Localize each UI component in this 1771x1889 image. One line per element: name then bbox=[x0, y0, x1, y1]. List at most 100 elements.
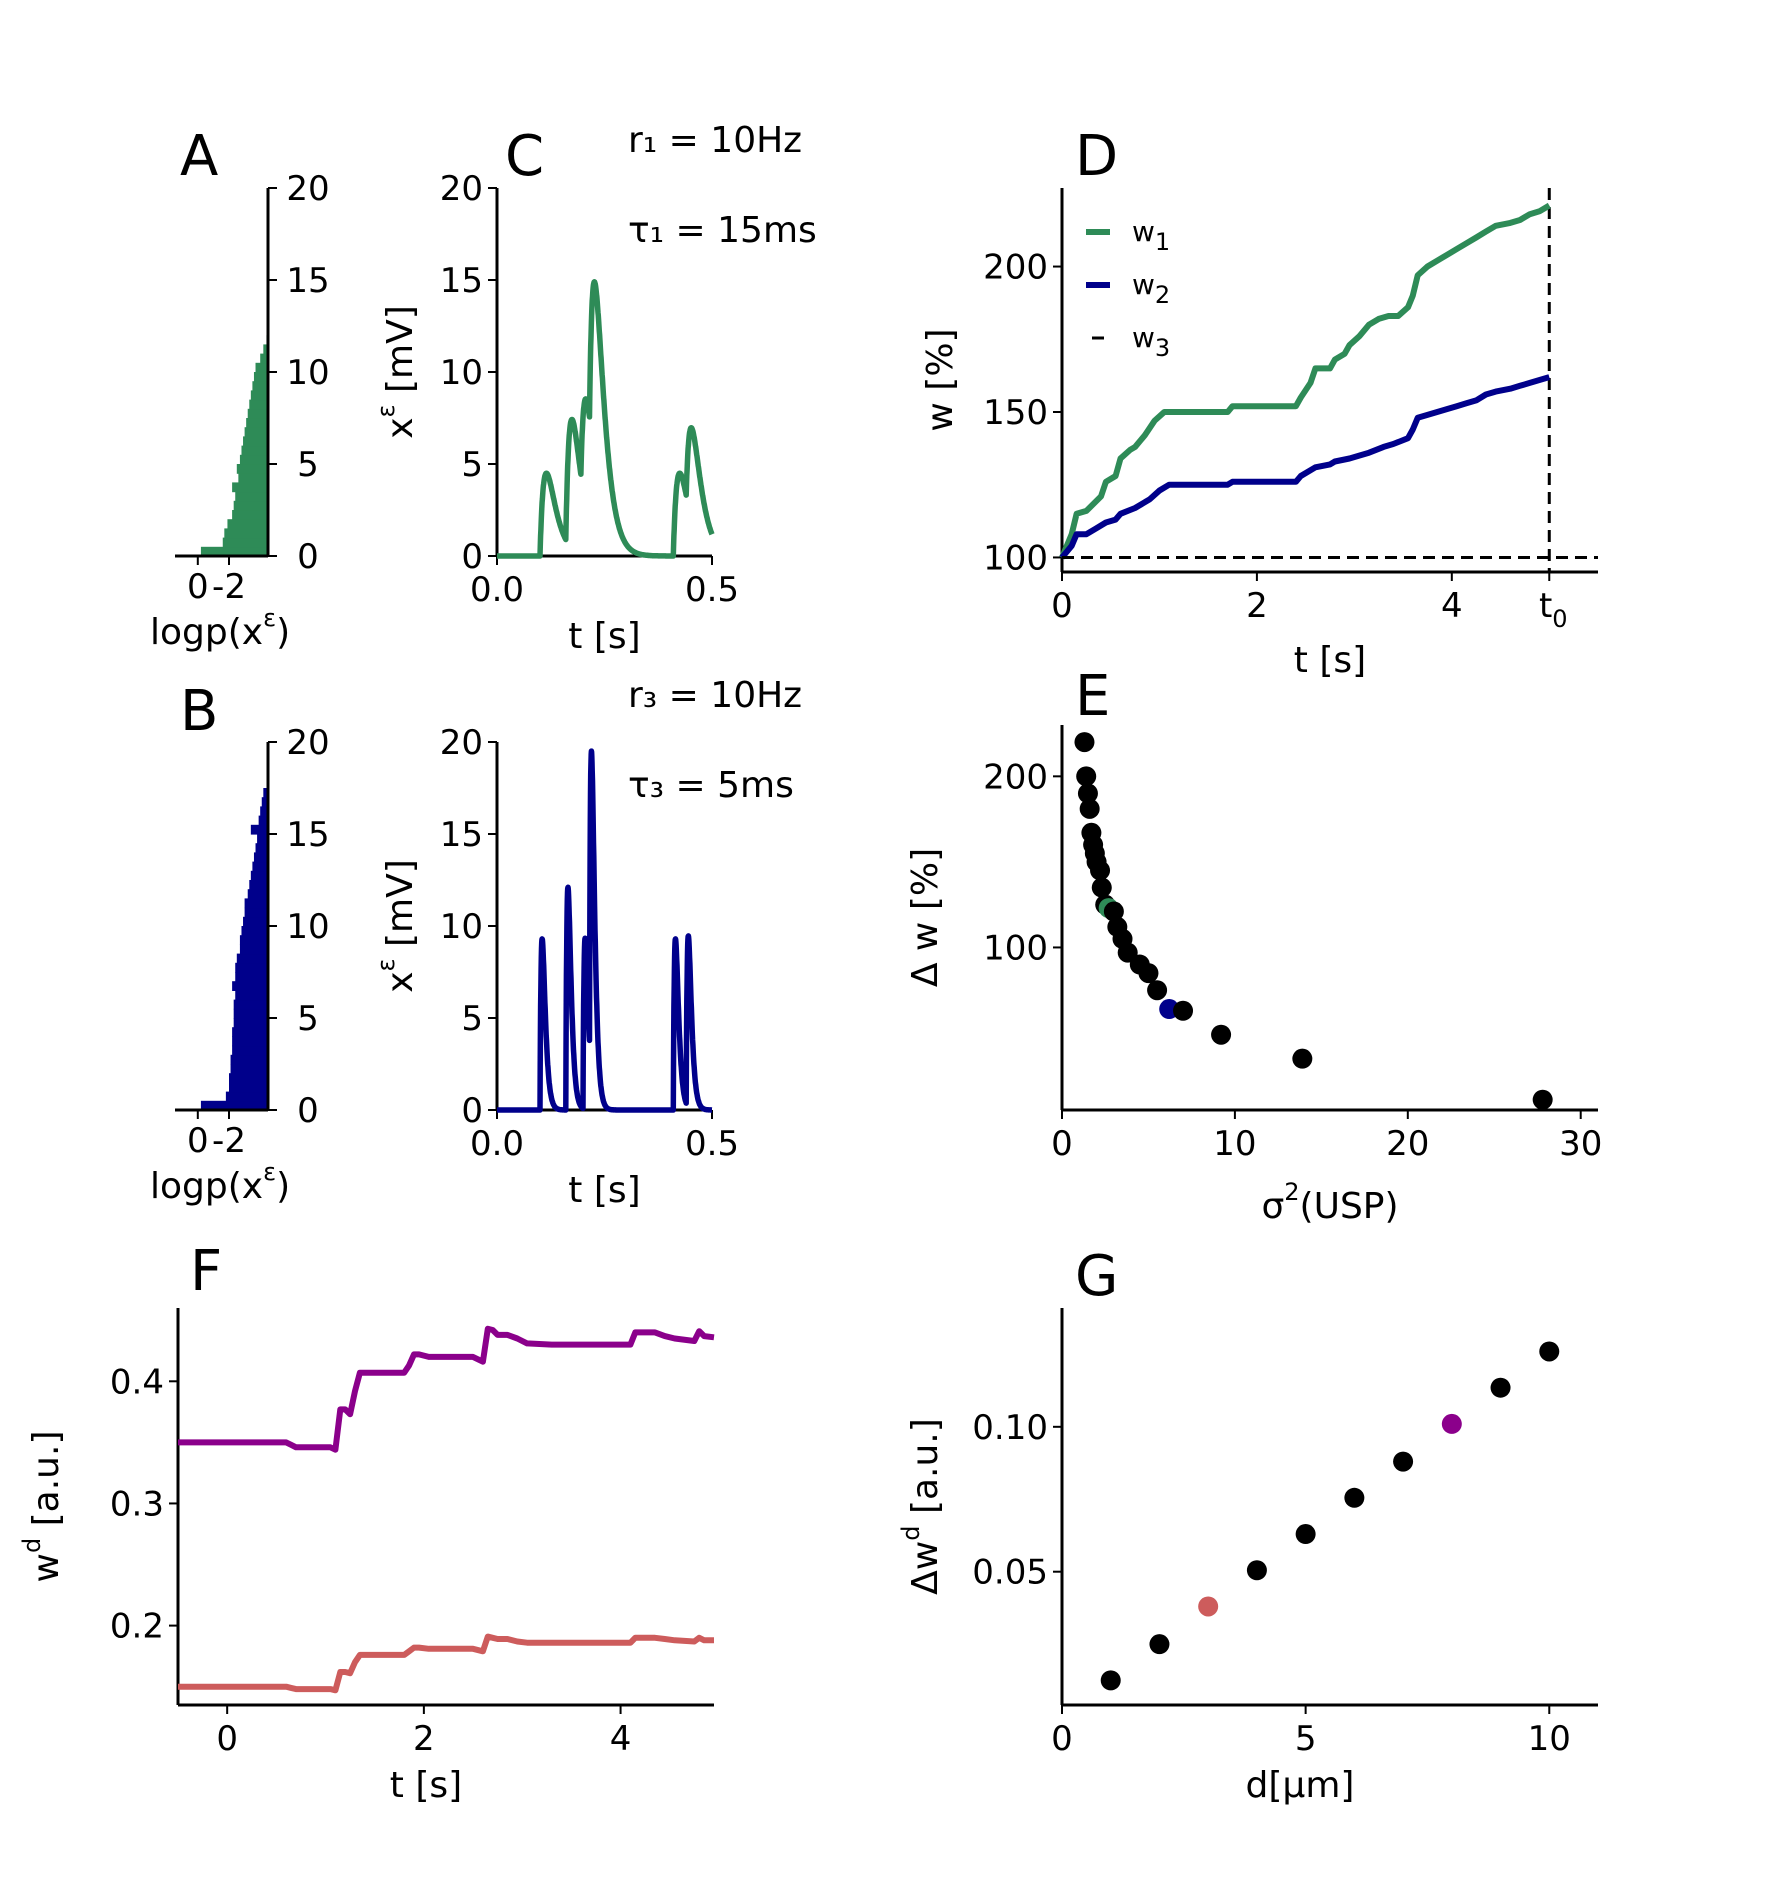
histogram-bar bbox=[260, 353, 268, 364]
series-line-1 bbox=[178, 1325, 715, 1453]
x-axis-label-main: t [s] bbox=[568, 616, 640, 657]
legend-label: w3 bbox=[1132, 321, 1170, 362]
y-tick-label: 100 bbox=[983, 928, 1048, 968]
x-axis-label: t [s] bbox=[568, 616, 640, 657]
histogram-bar bbox=[247, 889, 268, 899]
scatter-point bbox=[1173, 1000, 1194, 1021]
x-tick-label: 2 bbox=[413, 1719, 435, 1759]
histogram-bar bbox=[227, 519, 268, 529]
histogram-bar bbox=[249, 880, 268, 890]
x-tick-label: 0 bbox=[187, 567, 209, 607]
histogram-bar bbox=[232, 510, 268, 520]
x-tick-label: 0 bbox=[1051, 1124, 1073, 1164]
y-axis-label-end: [mV] bbox=[380, 859, 421, 958]
histogram-bar bbox=[239, 944, 268, 955]
x-tick-label: 0.5 bbox=[685, 570, 739, 610]
y-tick-label: 0.05 bbox=[972, 1553, 1048, 1593]
histogram-bar bbox=[250, 870, 268, 881]
y-tick-label: 10 bbox=[440, 353, 483, 393]
scatter-point bbox=[1211, 1024, 1232, 1045]
histogram-bar bbox=[244, 898, 268, 909]
y-tick-label: 15 bbox=[286, 815, 329, 855]
legend-label-main: w bbox=[1132, 215, 1155, 248]
histogram-bar bbox=[249, 399, 268, 410]
histogram-bar bbox=[255, 843, 268, 853]
x-axis-label-sup: ε bbox=[263, 1158, 276, 1186]
t0-main: t bbox=[1539, 586, 1552, 626]
t0-sub: 0 bbox=[1552, 605, 1567, 633]
histogram-bar bbox=[253, 852, 268, 863]
y-axis-label-main: x bbox=[380, 417, 421, 438]
y-tick-label: 5 bbox=[297, 999, 319, 1039]
legend-label-sub: 2 bbox=[1155, 281, 1170, 309]
histogram-bar bbox=[239, 454, 268, 465]
histogram-bar bbox=[232, 1036, 268, 1047]
chart-e: 100 200 0 10 20 30 σ2(USP) Δ w [%] bbox=[905, 725, 1602, 1227]
histogram-bar bbox=[263, 344, 268, 355]
y-tick-label: 0.10 bbox=[972, 1408, 1048, 1448]
y-tick-label: 10 bbox=[286, 907, 329, 947]
scatter-point bbox=[1077, 783, 1098, 804]
x-axis-label: t [s] bbox=[1294, 640, 1366, 681]
histogram-bar bbox=[225, 1091, 268, 1102]
histogram-bar bbox=[260, 806, 268, 817]
x-tick-label: 5 bbox=[1295, 1719, 1317, 1759]
trace-line bbox=[494, 279, 715, 559]
y-tick-label: 20 bbox=[286, 723, 329, 763]
histogram-bar bbox=[238, 473, 268, 483]
y-tick-label: 5 bbox=[461, 999, 483, 1039]
trace-line bbox=[494, 748, 715, 1113]
annotation-tau1: τ₁ = 15ms bbox=[628, 210, 817, 251]
histogram-bar bbox=[229, 1082, 268, 1093]
scatter-point bbox=[1147, 980, 1168, 1001]
x-axis-label-main: t [s] bbox=[1294, 640, 1366, 681]
histogram-bar bbox=[250, 390, 268, 401]
annotation-tau3: τ₃ = 5ms bbox=[628, 765, 794, 806]
annotation-r1: r₁ = 10Hz bbox=[628, 120, 802, 161]
panel-letter-f: F bbox=[190, 1239, 222, 1304]
x-tick-label: 10 bbox=[1528, 1719, 1571, 1759]
y-axis-label-sup: ε bbox=[372, 404, 400, 417]
histogram-bar bbox=[244, 907, 268, 918]
chart-g: 0.05 0.10 0 5 10 d[μm] Δwd [a.u.] bbox=[897, 1308, 1598, 1806]
histogram-bar bbox=[235, 491, 268, 502]
y-axis-label: Δwd [a.u.] bbox=[897, 1418, 946, 1595]
y-tick-label: 0 bbox=[461, 537, 483, 577]
chart-c2: 0 5 10 15 20 0.0 0.5 t [s] xε [mV] bbox=[372, 723, 739, 1211]
histogram-bar bbox=[243, 916, 268, 927]
histogram-bar bbox=[233, 1008, 268, 1019]
histogram-bar bbox=[257, 834, 268, 844]
y-axis-label-sup: d bbox=[18, 1538, 46, 1553]
y-tick-label: 15 bbox=[440, 261, 483, 301]
y-tick-label: 15 bbox=[440, 815, 483, 855]
y-tick-label: 5 bbox=[297, 445, 319, 485]
x-axis-label: t [s] bbox=[390, 1765, 462, 1806]
series-line-1 bbox=[1059, 202, 1551, 559]
x-tick-label: 4 bbox=[1441, 586, 1463, 626]
annotation-r3: r₃ = 10Hz bbox=[628, 675, 802, 716]
scatter-point bbox=[1100, 1670, 1121, 1691]
panel-letter-d: D bbox=[1075, 124, 1118, 189]
x-axis-label: logp(xε) bbox=[150, 1158, 290, 1207]
legend-label-main: w bbox=[1132, 321, 1155, 354]
y-tick-label: 0 bbox=[297, 1091, 319, 1131]
y-axis-label-end: [a.u.] bbox=[905, 1418, 946, 1525]
panel-letter-g: G bbox=[1075, 1244, 1118, 1309]
x-tick-label: 0 bbox=[1051, 586, 1073, 626]
histogram-bar bbox=[230, 1064, 268, 1074]
panel-letter-e: E bbox=[1075, 664, 1110, 729]
y-axis-label-main: Δ w [%] bbox=[905, 848, 946, 987]
histogram-bar bbox=[246, 418, 268, 428]
y-axis-label: xε [mV] bbox=[372, 859, 421, 993]
scatter-point bbox=[1441, 1413, 1462, 1434]
y-axis-label-main: x bbox=[380, 971, 421, 992]
x-axis-label-main: d[μm] bbox=[1246, 1765, 1355, 1806]
legend-label: w1 bbox=[1132, 215, 1170, 256]
histogram-bar bbox=[239, 935, 268, 945]
y-axis-label-main: Δw bbox=[905, 1541, 946, 1595]
x-tick-label: 0.0 bbox=[470, 570, 524, 610]
scatter-point bbox=[1091, 877, 1112, 898]
chart-c: 0 5 10 15 20 0.0 0.5 t [s] xε [mV] bbox=[372, 169, 739, 657]
histogram-bar bbox=[243, 436, 268, 447]
x-tick-label: 10 bbox=[1213, 1124, 1256, 1164]
